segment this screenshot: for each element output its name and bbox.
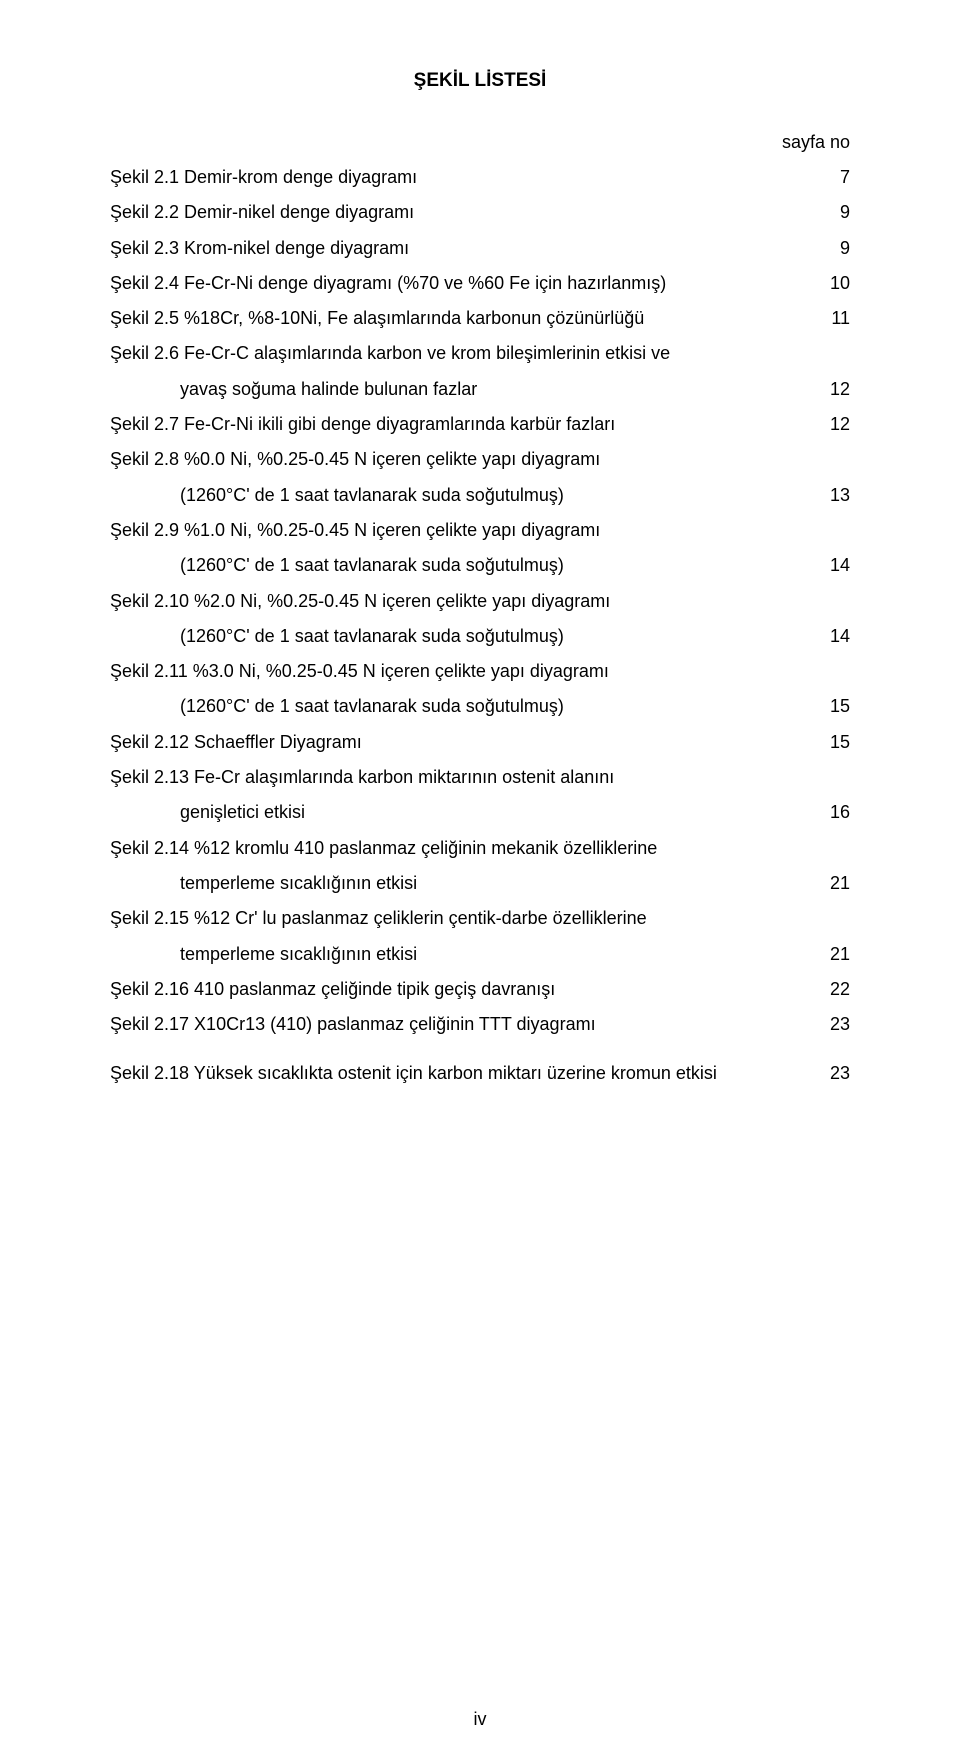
figure-entry-text: Şekil 2.2 Demir-nikel denge diyagramı (110, 196, 800, 229)
page-number-roman: iv (0, 1709, 960, 1730)
figure-entry-page: 9 (800, 196, 850, 229)
figure-entry-text: Şekil 2.11 %3.0 Ni, %0.25-0.45 N içeren … (110, 655, 800, 688)
figure-entry-page: 13 (800, 479, 850, 512)
list-sub-row: (1260°C' de 1 saat tavlanarak suda soğut… (110, 479, 850, 512)
list-row: Şekil 2.4 Fe-Cr-Ni denge diyagramı (%70 … (110, 267, 850, 300)
list-row: Şekil 2.1 Demir-krom denge diyagramı7 (110, 161, 850, 194)
list-sub-row: temperleme sıcaklığının etkisi21 (110, 867, 850, 900)
page-column-label: sayfa no (782, 132, 850, 153)
figure-entry-page: 23 (800, 1008, 850, 1041)
list-row: Şekil 2.17 X10Cr13 (410) paslanmaz çeliğ… (110, 1008, 850, 1041)
list-sub-row: (1260°C' de 1 saat tavlanarak suda soğut… (110, 549, 850, 582)
figure-entry-page: 14 (800, 620, 850, 653)
figure-entry-text: Şekil 2.15 %12 Cr' lu paslanmaz çelikler… (110, 902, 800, 935)
figure-entry-page: 7 (800, 161, 850, 194)
list-row: Şekil 2.6 Fe-Cr-C alaşımlarında karbon v… (110, 337, 850, 370)
figure-entry-page: 23 (800, 1057, 850, 1090)
figure-entry-page: 16 (800, 796, 850, 829)
figure-entry-text: Şekil 2.9 %1.0 Ni, %0.25-0.45 N içeren ç… (110, 514, 800, 547)
figure-entry-text: Şekil 2.18 Yüksek sıcaklıkta ostenit içi… (110, 1057, 800, 1090)
list-row: Şekil 2.15 %12 Cr' lu paslanmaz çelikler… (110, 902, 850, 935)
figure-entry-text: Şekil 2.6 Fe-Cr-C alaşımlarında karbon v… (110, 337, 800, 370)
list-row: Şekil 2.7 Fe-Cr-Ni ikili gibi denge diya… (110, 408, 850, 441)
figure-entry-text: Şekil 2.4 Fe-Cr-Ni denge diyagramı (%70 … (110, 267, 800, 300)
figure-entry-text: Şekil 2.16 410 paslanmaz çeliğinde tipik… (110, 973, 800, 1006)
figure-entry-page: 11 (800, 302, 850, 335)
figure-entry-text: Şekil 2.17 X10Cr13 (410) paslanmaz çeliğ… (110, 1008, 800, 1041)
list-sub-row: (1260°C' de 1 saat tavlanarak suda soğut… (110, 620, 850, 653)
figure-entry-page: 10 (800, 267, 850, 300)
figure-entry-page: 21 (800, 867, 850, 900)
page-title: ŞEKİL LİSTESİ (110, 70, 850, 92)
list-row: Şekil 2.9 %1.0 Ni, %0.25-0.45 N içeren ç… (110, 514, 850, 547)
list-row: Şekil 2.18 Yüksek sıcaklıkta ostenit içi… (110, 1057, 850, 1090)
figure-entry-text: Şekil 2.13 Fe-Cr alaşımlarında karbon mi… (110, 761, 800, 794)
figure-entry-text: Şekil 2.5 %18Cr, %8-10Ni, Fe alaşımların… (110, 302, 800, 335)
figure-entry-text: genişletici etkisi (180, 796, 800, 829)
figure-entry-page: 22 (800, 973, 850, 1006)
figure-entry-text: (1260°C' de 1 saat tavlanarak suda soğut… (180, 690, 800, 723)
figure-entry-page: 15 (800, 690, 850, 723)
list-sub-row: yavaş soğuma halinde bulunan fazlar12 (110, 373, 850, 406)
list-row: Şekil 2.11 %3.0 Ni, %0.25-0.45 N içeren … (110, 655, 850, 688)
list-row: Şekil 2.12 Schaeffler Diyagramı15 (110, 726, 850, 759)
figure-entry-text: Şekil 2.14 %12 kromlu 410 paslanmaz çeli… (110, 832, 800, 865)
list-row: Şekil 2.2 Demir-nikel denge diyagramı9 (110, 196, 850, 229)
figure-entry-page: 15 (800, 726, 850, 759)
figure-entry-page: 14 (800, 549, 850, 582)
list-sub-row: temperleme sıcaklığının etkisi21 (110, 938, 850, 971)
figure-entry-text: yavaş soğuma halinde bulunan fazlar (180, 373, 800, 406)
figure-entry-text: Şekil 2.8 %0.0 Ni, %0.25-0.45 N içeren ç… (110, 443, 800, 476)
figure-entry-text: Şekil 2.10 %2.0 Ni, %0.25-0.45 N içeren … (110, 585, 800, 618)
list-row: Şekil 2.8 %0.0 Ni, %0.25-0.45 N içeren ç… (110, 443, 850, 476)
list-row: Şekil 2.16 410 paslanmaz çeliğinde tipik… (110, 973, 850, 1006)
figure-entry-page: 12 (800, 373, 850, 406)
figure-entry-page: 21 (800, 938, 850, 971)
list-row: Şekil 2.13 Fe-Cr alaşımlarında karbon mi… (110, 761, 850, 794)
figure-entry-text: (1260°C' de 1 saat tavlanarak suda soğut… (180, 479, 800, 512)
figure-entry-page: 9 (800, 232, 850, 265)
figure-entry-text: temperleme sıcaklığının etkisi (180, 867, 800, 900)
figure-entry-text: Şekil 2.3 Krom-nikel denge diyagramı (110, 232, 800, 265)
figure-entry-text: (1260°C' de 1 saat tavlanarak suda soğut… (180, 620, 800, 653)
list-sub-row: genişletici etkisi16 (110, 796, 850, 829)
list-row: Şekil 2.5 %18Cr, %8-10Ni, Fe alaşımların… (110, 302, 850, 335)
list-row: Şekil 2.3 Krom-nikel denge diyagramı9 (110, 232, 850, 265)
figure-entry-text: Şekil 2.12 Schaeffler Diyagramı (110, 726, 800, 759)
column-header-row: sayfa no (110, 132, 850, 153)
figure-entry-text: (1260°C' de 1 saat tavlanarak suda soğut… (180, 549, 800, 582)
figure-entry-page: 12 (800, 408, 850, 441)
figure-entry-text: Şekil 2.7 Fe-Cr-Ni ikili gibi denge diya… (110, 408, 800, 441)
list-row: Şekil 2.14 %12 kromlu 410 paslanmaz çeli… (110, 832, 850, 865)
figure-entry-text: temperleme sıcaklığının etkisi (180, 938, 800, 971)
list-sub-row: (1260°C' de 1 saat tavlanarak suda soğut… (110, 690, 850, 723)
spacer (110, 1043, 850, 1057)
list-row: Şekil 2.10 %2.0 Ni, %0.25-0.45 N içeren … (110, 585, 850, 618)
figure-entry-text: Şekil 2.1 Demir-krom denge diyagramı (110, 161, 800, 194)
figure-list: Şekil 2.1 Demir-krom denge diyagramı7Şek… (110, 161, 850, 1091)
document-page: ŞEKİL LİSTESİ sayfa no Şekil 2.1 Demir-k… (0, 0, 960, 1760)
